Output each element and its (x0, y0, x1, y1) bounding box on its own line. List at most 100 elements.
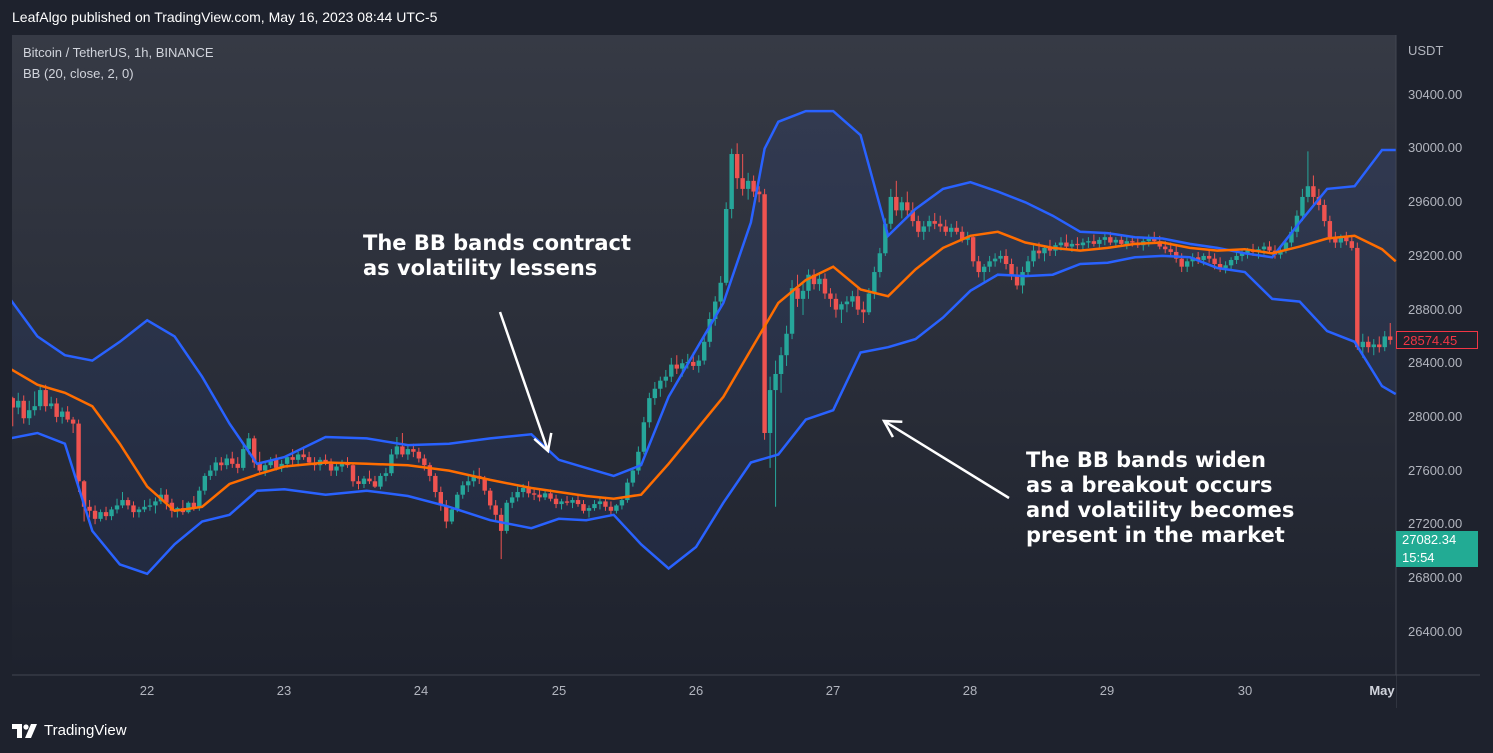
candle-body (553, 498, 559, 505)
currency-label: USDT (1408, 43, 1444, 58)
candle-body (262, 465, 268, 471)
x-tick-label: 23 (276, 683, 292, 698)
candle-body (394, 446, 400, 455)
candle-body (877, 253, 883, 273)
candle-body (855, 296, 861, 310)
candle-body (1311, 186, 1316, 197)
y-tick-label: 30000.00 (1408, 140, 1463, 155)
candle-body (279, 463, 284, 468)
candle-body (164, 494, 169, 503)
candle-body (367, 478, 372, 482)
candle-body (1009, 263, 1014, 275)
candle-body (619, 500, 625, 506)
y-tick-label: 26800.00 (1408, 570, 1463, 585)
candle-body (965, 237, 970, 240)
candle-body (1234, 255, 1239, 260)
chart-svg[interactable] (12, 35, 1480, 708)
candle-body (422, 458, 427, 466)
candle-body (729, 154, 734, 210)
candle-body (1333, 237, 1338, 243)
y-tick-label: 28800.00 (1408, 302, 1463, 317)
candle-body (109, 509, 114, 517)
candle-body (257, 462, 262, 471)
candle-body (400, 446, 405, 455)
bb-basis-line (12, 230, 1397, 513)
candle-body (559, 501, 564, 505)
candle-body (570, 500, 575, 503)
x-tick-label-may: May (1369, 683, 1395, 698)
candle-body (850, 296, 855, 302)
current-price-tag: 27082.34 15:54 (1396, 531, 1478, 567)
candle-body (734, 154, 740, 179)
candle-body (833, 298, 839, 310)
candle-body (504, 502, 509, 531)
indicator-legend[interactable]: BB (20, close, 2, 0) (23, 66, 134, 81)
candle-body (493, 505, 498, 515)
candle-body (691, 361, 696, 366)
tradingview-logo-icon (12, 723, 37, 738)
symbol-legend[interactable]: Bitcoin / TetherUS, 1h, BINANCE (23, 45, 214, 60)
candle-body (208, 470, 213, 476)
candle-body (888, 196, 894, 224)
candle-body (1217, 263, 1223, 269)
candle-body (219, 462, 224, 466)
candle-body (696, 360, 701, 366)
candle-body (520, 487, 526, 493)
price-axis-area[interactable] (1396, 35, 1480, 675)
candle-body (197, 490, 202, 509)
candle-body (48, 403, 54, 407)
candle-body (466, 481, 471, 486)
x-tick-label: 22 (139, 683, 155, 698)
candle-body (1113, 239, 1119, 243)
candle-body (70, 419, 76, 424)
candle-body (1025, 261, 1031, 273)
candle-body (1146, 238, 1151, 242)
candle-body (1349, 241, 1355, 248)
candle-body (707, 318, 712, 342)
candle-body (948, 227, 954, 232)
candle-body (81, 481, 87, 507)
candle-body (1355, 247, 1360, 348)
candle-body (1152, 238, 1157, 242)
annotation-widen-line4: present in the market (1026, 523, 1285, 547)
last-price-tag: 28574.45 (1396, 331, 1478, 349)
candle-body (1047, 247, 1053, 251)
candle-body (702, 341, 707, 361)
candle-body (652, 388, 658, 399)
y-tick-label: 26400.00 (1408, 624, 1463, 639)
x-tick-label: 27 (825, 683, 841, 698)
candle-body (87, 506, 92, 511)
candle-body (92, 510, 98, 519)
candle-body (455, 494, 460, 510)
widen-arrow (881, 419, 1010, 500)
candle-body (1014, 274, 1020, 286)
candle-body (1108, 237, 1113, 243)
candle-body (515, 492, 520, 498)
candle-body (756, 191, 762, 195)
tradingview-footer[interactable]: TradingView (12, 722, 127, 739)
candle-body (273, 459, 279, 468)
candle-body (1294, 215, 1300, 232)
candle-body (433, 475, 438, 493)
tradingview-brand: TradingView (44, 722, 127, 739)
candle-body (1206, 255, 1212, 259)
candle-body (1382, 336, 1387, 348)
time-axis-area[interactable] (12, 675, 1396, 708)
candle-body (268, 459, 273, 466)
candle-body (531, 493, 537, 495)
candle-body (1042, 247, 1047, 254)
candle-body (438, 492, 444, 506)
candle-body (817, 278, 822, 285)
annotation-widen: The BB bands widen as a breakout occurs … (1026, 448, 1294, 548)
chart-frame[interactable]: Bitcoin / TetherUS, 1h, BINANCE BB (20, … (12, 35, 1480, 708)
candle-body (811, 274, 817, 285)
y-tick-label: 30400.00 (1408, 87, 1463, 102)
candle-body (669, 364, 674, 377)
candle-body (142, 506, 147, 510)
candle-body (740, 178, 745, 189)
candle-body (883, 223, 888, 254)
candle-body (1119, 239, 1124, 244)
x-tick-label: 30 (1237, 683, 1253, 698)
candle-body (191, 502, 197, 509)
candle-body (131, 505, 136, 513)
